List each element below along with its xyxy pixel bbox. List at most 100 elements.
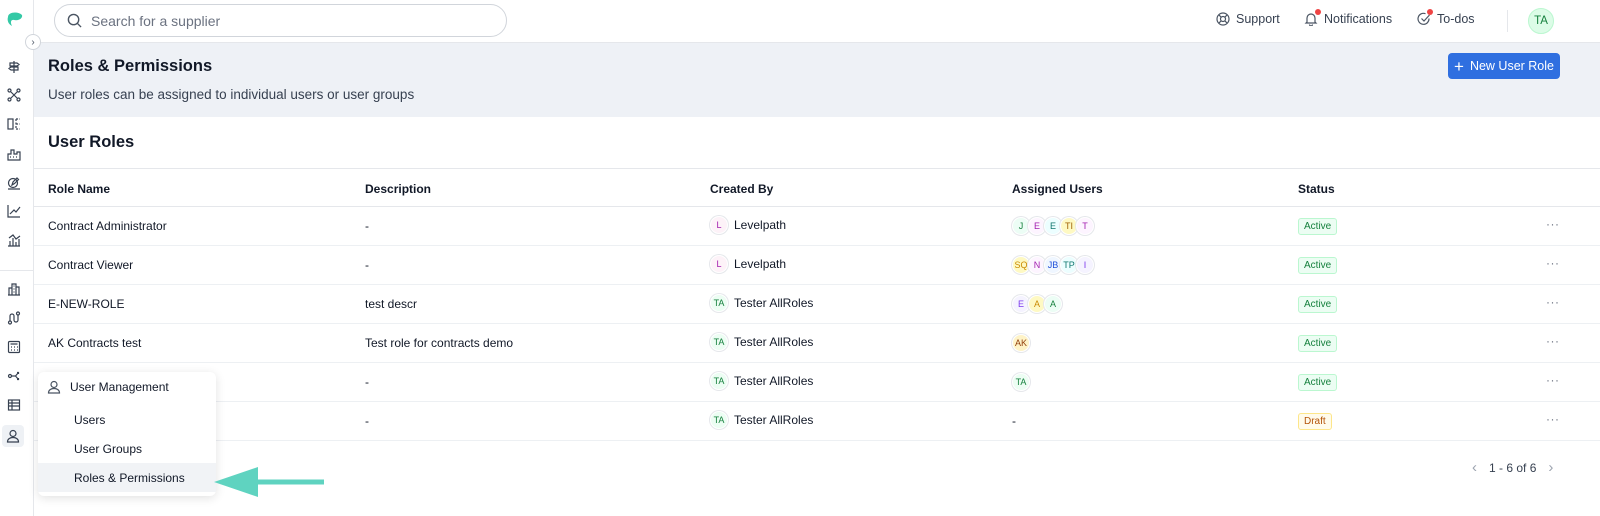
assigned-user-avatar[interactable]: AK	[1012, 334, 1030, 352]
search-input[interactable]	[91, 12, 491, 29]
calculator-icon[interactable]	[5, 338, 23, 356]
page-header: Roles & Permissions User roles can be as…	[34, 43, 1600, 117]
factory-icon[interactable]	[5, 145, 23, 163]
creator-name: Levelpath	[734, 218, 787, 232]
assigned-user-avatar[interactable]: T	[1076, 217, 1094, 235]
user-icon	[47, 380, 61, 394]
creator-avatar: TA	[710, 411, 728, 429]
notification-dot	[1315, 9, 1321, 15]
new-user-role-button[interactable]: + New User Role	[1448, 53, 1560, 79]
assigned-user-avatar[interactable]: A	[1044, 295, 1062, 313]
created-by: TA Tester AllRoles	[710, 411, 813, 429]
column-header-created-by[interactable]: Created By	[710, 182, 774, 196]
user-avatar[interactable]: TA	[1528, 8, 1554, 34]
status-badge: Active	[1298, 218, 1338, 235]
role-description: Test role for contracts demo	[365, 336, 514, 350]
left-nav-rail	[0, 0, 34, 516]
user-management-heading: User Management	[47, 380, 169, 394]
assigned-user-avatar[interactable]: TA	[1012, 373, 1030, 391]
assigned-users[interactable]: AK	[1012, 334, 1030, 352]
supplier-search[interactable]	[54, 4, 507, 37]
role-name[interactable]: Contract Viewer	[48, 258, 134, 272]
creator-avatar: TA	[710, 372, 728, 390]
expand-rail-chevron-icon[interactable]: ›	[25, 34, 41, 50]
assigned-user-avatar[interactable]: I	[1076, 256, 1094, 274]
table-row[interactable]: Contract Administrator - L Levelpath J E E TI T A…	[34, 207, 1600, 246]
table-header: Role Name Description Created By Assigne…	[34, 168, 1600, 207]
row-more-icon[interactable]: ···	[1546, 295, 1560, 309]
table-row[interactable]: - TA Tester AllRoles - Draft ···	[34, 402, 1600, 441]
columns-icon[interactable]	[5, 115, 23, 133]
network-icon[interactable]	[5, 86, 23, 104]
table-row[interactable]: Contract Viewer - L Levelpath SQ N JB TP I Active…	[34, 246, 1600, 285]
row-more-icon[interactable]: ···	[1546, 373, 1560, 387]
support-label: Support	[1236, 12, 1280, 26]
rail-divider	[0, 270, 34, 271]
line-chart-icon[interactable]	[5, 202, 23, 220]
bell-icon	[1304, 13, 1318, 26]
created-by: L Levelpath	[710, 216, 786, 234]
todos-link[interactable]: To-dos	[1417, 9, 1475, 26]
creator-name: Tester AllRoles	[734, 335, 814, 349]
row-more-icon[interactable]: ···	[1546, 256, 1560, 270]
role-description: -	[365, 375, 369, 389]
chart-icon[interactable]	[5, 231, 23, 249]
table-row[interactable]: - TA Tester AllRoles TA Active ···	[34, 363, 1600, 402]
status-badge: Active	[1298, 374, 1338, 391]
next-page-chevron-icon[interactable]: ›	[1548, 459, 1554, 476]
user-roles-table: Role Name Description Created By Assigne…	[34, 168, 1600, 441]
pagination: ‹ 1 - 6 of 6 ›	[1460, 459, 1565, 476]
assigned-users[interactable]: SQ N JB TP I	[1012, 256, 1094, 274]
signpost-icon[interactable]	[5, 58, 23, 76]
assigned-users[interactable]: TA	[1012, 373, 1030, 391]
creator-avatar: L	[710, 255, 728, 273]
creator-name: Tester AllRoles	[734, 413, 814, 427]
todos-label: To-dos	[1437, 12, 1475, 26]
created-by: TA Tester AllRoles	[710, 333, 813, 351]
plus-icon: +	[1454, 56, 1464, 76]
assigned-users[interactable]: J E E TI T	[1012, 217, 1094, 235]
column-header-status[interactable]: Status	[1298, 182, 1335, 196]
role-description: -	[365, 414, 369, 428]
assigned-user-avatar[interactable]: J	[1012, 217, 1030, 235]
creator-avatar: L	[710, 216, 728, 234]
menu-item-users[interactable]: Users	[74, 412, 106, 427]
support-link[interactable]: Support	[1216, 12, 1280, 26]
column-header-assigned-users[interactable]: Assigned Users	[1012, 182, 1103, 196]
row-more-icon[interactable]: ···	[1546, 412, 1560, 426]
created-by: TA Tester AllRoles	[710, 294, 813, 312]
prev-page-chevron-icon[interactable]: ‹	[1472, 459, 1477, 476]
role-name[interactable]: AK Contracts test	[48, 336, 142, 350]
edit-icon[interactable]	[5, 174, 23, 192]
user-icon[interactable]	[2, 425, 24, 447]
table-row[interactable]: AK Contracts test Test role for contracts…	[34, 324, 1600, 363]
status-badge: Active	[1298, 335, 1338, 352]
page-subtitle: User roles can be assigned to individual…	[48, 87, 415, 102]
building-icon[interactable]	[5, 280, 23, 298]
page-title: Roles & Permissions	[48, 57, 213, 75]
assigned-user-avatar[interactable]: A	[1028, 295, 1046, 313]
created-by: TA Tester AllRoles	[710, 372, 813, 390]
role-name[interactable]: Contract Administrator	[48, 219, 167, 233]
pagination-text: 1 - 6 of 6	[1489, 460, 1537, 475]
role-name[interactable]: E-NEW-ROLE	[48, 297, 125, 311]
table-row[interactable]: E-NEW-ROLE test descr TA Tester AllRoles E A A…	[34, 285, 1600, 324]
notifications-link[interactable]: Notifications	[1304, 9, 1392, 26]
top-bar: Support Notifications To-dos TA	[34, 0, 1600, 43]
status-badge: Active	[1298, 296, 1338, 313]
app-logo-icon[interactable]	[5, 9, 25, 29]
menu-item-user-groups[interactable]: User Groups	[74, 441, 143, 456]
route-icon[interactable]	[5, 309, 23, 327]
column-header-description[interactable]: Description	[365, 182, 432, 196]
row-more-icon[interactable]: ···	[1546, 334, 1560, 348]
status-badge: Draft	[1298, 413, 1332, 430]
row-more-icon[interactable]: ···	[1546, 217, 1560, 231]
table-icon[interactable]	[5, 396, 23, 414]
table-body: Contract Administrator - L Levelpath J E E TI T A…	[34, 207, 1600, 441]
assigned-users-empty: -	[1012, 414, 1016, 428]
share-icon[interactable]	[5, 367, 23, 385]
section-title: User Roles	[48, 133, 135, 151]
menu-item-roles-permissions[interactable]: Roles & Permissions	[38, 463, 216, 492]
column-header-role-name[interactable]: Role Name	[48, 182, 111, 196]
